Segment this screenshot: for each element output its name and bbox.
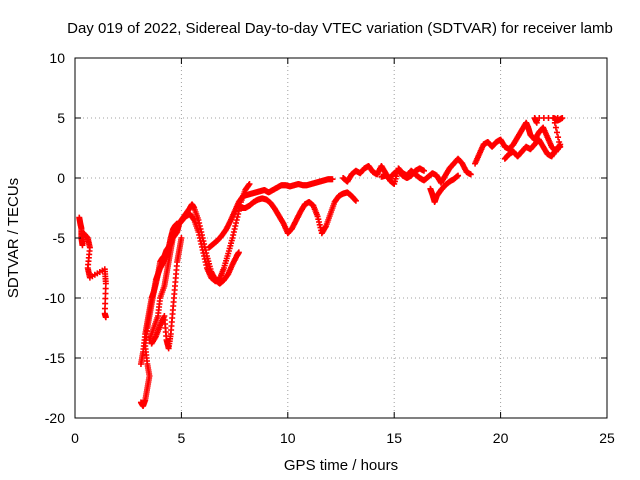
data-point	[467, 171, 474, 178]
series-track-d	[148, 235, 185, 352]
data-point	[555, 134, 562, 141]
y-tick-label: 0	[57, 170, 65, 186]
y-tick-label: 10	[49, 50, 65, 66]
data-point	[533, 119, 540, 126]
x-tick-label: 20	[493, 430, 509, 446]
y-tick-label: -5	[53, 230, 66, 246]
data-point	[420, 167, 427, 174]
x-tick-label: 5	[178, 430, 186, 446]
data-point	[246, 181, 253, 187]
x-tick-label: 0	[71, 430, 79, 446]
grid	[75, 58, 607, 418]
series-early-cluster	[76, 214, 109, 321]
axis-ticks: 0 5 10 15 20 25 -20 -15 -10 -5 0 5 10	[45, 50, 615, 446]
data-point	[102, 314, 109, 321]
data-point	[455, 172, 462, 179]
series-late-upper	[378, 165, 427, 181]
data-point	[178, 235, 185, 241]
plot-frame	[74, 57, 608, 419]
series-dips	[237, 189, 359, 237]
x-tick-label: 10	[280, 430, 296, 446]
data-point	[557, 143, 564, 150]
x-tick-label: 25	[599, 430, 615, 446]
series-track-c	[146, 181, 253, 343]
series-mid-band	[206, 176, 336, 251]
data-point	[552, 124, 559, 131]
data-point	[556, 139, 563, 145]
y-tick-label: -20	[45, 410, 65, 426]
data-point	[553, 129, 560, 136]
chart-title: Day 019 of 2022, Sidereal Day-to-day VTE…	[67, 20, 613, 37]
y-tick-label: 5	[57, 110, 65, 126]
y-tick-label: -15	[45, 350, 65, 366]
x-tick-label: 15	[386, 430, 402, 446]
y-axis-label: SDTVAR / TECUs	[5, 178, 22, 298]
series-end-cluster	[472, 115, 566, 167]
data-point	[329, 176, 336, 183]
data-points	[76, 115, 566, 409]
data-point	[352, 197, 359, 204]
x-axis-label: GPS time / hours	[284, 457, 398, 474]
y-tick-label: -10	[45, 290, 65, 306]
data-point	[235, 249, 242, 256]
